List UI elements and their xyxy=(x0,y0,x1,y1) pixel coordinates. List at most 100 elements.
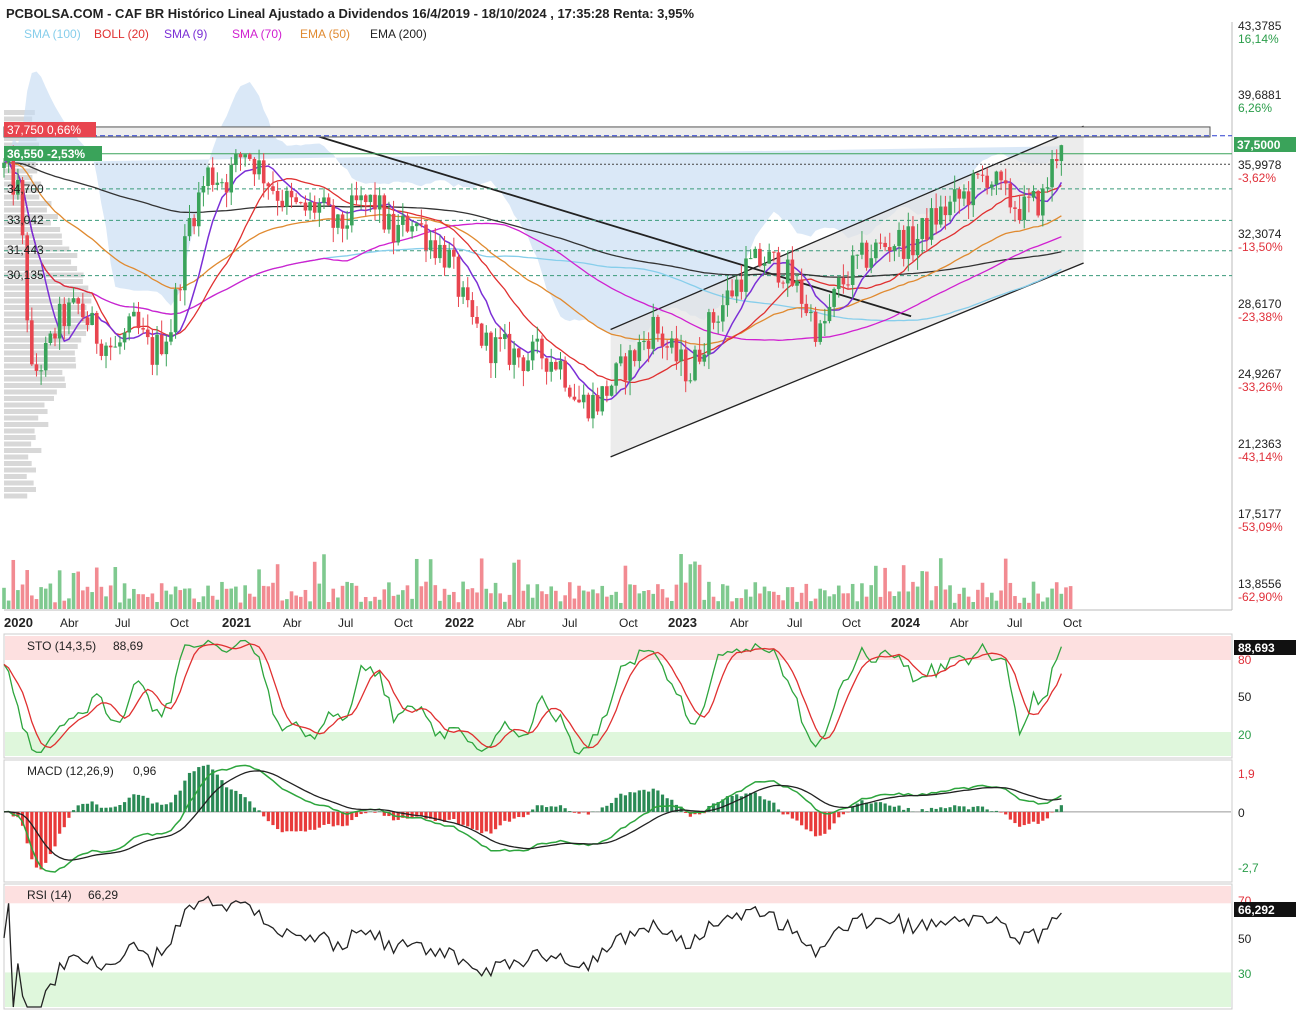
volume-profile-bar xyxy=(4,493,28,499)
rsi-tick-30: 30 xyxy=(1238,967,1252,981)
macd-histogram-bar xyxy=(285,811,289,832)
candle-body xyxy=(48,333,53,343)
macd-histogram-bar xyxy=(874,802,878,812)
level-box-red xyxy=(4,122,96,137)
rsi-value: 66,29 xyxy=(88,888,118,902)
volume-bar xyxy=(57,570,62,609)
macd-histogram-bar xyxy=(725,796,730,812)
candle-body xyxy=(535,338,540,342)
macd-histogram-bar xyxy=(345,811,349,826)
macd-histogram-bar xyxy=(800,811,804,826)
candle-body xyxy=(224,182,229,193)
volume-bar xyxy=(479,558,484,609)
volume-bar xyxy=(818,588,822,609)
volume-bar xyxy=(257,569,261,609)
volume-bar xyxy=(465,589,470,609)
candle-body xyxy=(401,215,405,225)
volume-bar xyxy=(1041,601,1045,609)
macd-histogram-bar xyxy=(980,806,985,812)
x-tick-month: Oct xyxy=(394,616,413,630)
y-tick-price: 21,2363 xyxy=(1238,437,1282,451)
candle-body xyxy=(799,280,804,304)
macd-histogram-bar xyxy=(141,795,145,812)
candle-body xyxy=(1059,145,1064,162)
volume-bar xyxy=(294,595,298,609)
macd-histogram-bar xyxy=(336,811,340,826)
volume-bars xyxy=(2,554,1073,609)
volume-bar xyxy=(164,590,169,609)
volume-bar xyxy=(299,596,303,609)
macd-histogram-bar xyxy=(864,802,869,812)
macd-histogram-bar xyxy=(16,811,20,818)
macd-histogram-bar xyxy=(359,811,363,815)
volume-bar xyxy=(887,591,892,609)
macd-tick-top: 1,9 xyxy=(1238,767,1255,781)
volume-bar xyxy=(266,586,271,609)
macd-histogram-bar xyxy=(804,811,808,830)
candle-body xyxy=(846,284,850,286)
volume-bar xyxy=(707,581,711,609)
rsi-title: RSI (14) xyxy=(27,888,72,902)
x-tick-year: 2020 xyxy=(4,615,33,630)
rsi-current-label: 66,292 xyxy=(1238,903,1275,917)
rsi-oversold-zone xyxy=(5,972,1231,1007)
volume-bar xyxy=(600,585,605,609)
macd-histogram-bar xyxy=(456,811,461,825)
macd-histogram-bar xyxy=(679,806,683,812)
macd-histogram-bar xyxy=(276,811,280,830)
volume-bar xyxy=(215,599,220,609)
volume-bar xyxy=(864,596,869,609)
volume-bar xyxy=(512,562,516,609)
stochastic-panel xyxy=(3,636,1231,756)
volume-bar xyxy=(1036,593,1040,609)
candle-body xyxy=(452,249,456,257)
macd-histogram-bar xyxy=(869,803,873,812)
level-label-5: 31,443 xyxy=(7,243,44,257)
candle-body xyxy=(809,311,813,314)
macd-histogram-bar xyxy=(299,811,303,832)
macd-histogram-bar xyxy=(753,792,757,812)
candle-body xyxy=(572,396,577,400)
volume-bar xyxy=(665,597,669,609)
candle-body xyxy=(312,202,317,213)
candle-body xyxy=(665,346,669,348)
volume-bar xyxy=(999,590,1003,609)
volume-bar xyxy=(1054,582,1059,609)
candle-body xyxy=(141,328,145,330)
candle-body xyxy=(976,173,980,175)
candle-body xyxy=(929,208,934,240)
chart-title: PCBOLSA.COM - CAF BR Histórico Lineal Aj… xyxy=(6,6,694,21)
volume-bar xyxy=(878,596,883,609)
macd-histogram-bar xyxy=(953,805,957,812)
volume-bar xyxy=(920,571,925,609)
volume-bar xyxy=(734,598,739,609)
volume-bar xyxy=(475,592,479,609)
macd-histogram-bar xyxy=(387,811,391,817)
macd-histogram-bar xyxy=(136,794,141,812)
volume-profile-bar xyxy=(4,415,39,421)
volume-bar xyxy=(1003,558,1008,609)
macd-histogram-bar xyxy=(577,811,581,814)
candle-body xyxy=(632,350,637,362)
volume-bar xyxy=(317,583,322,609)
macd-histogram-bar xyxy=(225,787,229,812)
candle-body xyxy=(104,345,108,356)
volume-bar xyxy=(289,591,294,609)
volume-bar xyxy=(206,585,210,609)
volume-bar xyxy=(521,590,526,609)
macd-histogram-bar xyxy=(354,811,359,817)
macd-histogram-bar xyxy=(999,811,1003,813)
volume-profile-bar xyxy=(4,448,42,453)
volume-bar xyxy=(11,559,16,609)
volume-bar xyxy=(952,602,957,609)
macd-panel-frame xyxy=(3,759,1233,883)
macd-histogram-bar xyxy=(957,806,961,812)
volume-bar xyxy=(683,582,688,609)
volume-bar xyxy=(994,600,999,609)
volume-bar xyxy=(572,598,577,609)
volume-bar xyxy=(618,602,623,609)
volume-bar xyxy=(581,590,586,609)
macd-histogram-bar xyxy=(67,811,71,818)
candle-body xyxy=(220,182,224,184)
candle-body xyxy=(1054,159,1059,162)
